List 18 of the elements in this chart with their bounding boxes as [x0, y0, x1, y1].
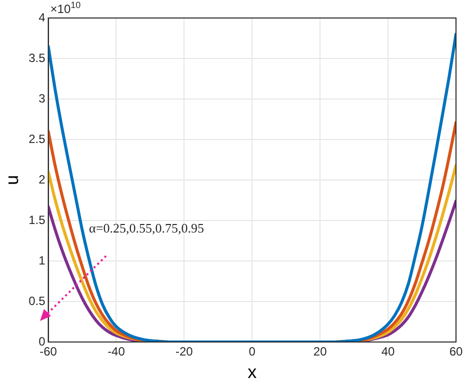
- annotation: α=0.25,0.55,0.75,0.95: [89, 220, 204, 236]
- y-tick-label: 1: [38, 253, 46, 268]
- y-tick-label: 2.5: [28, 132, 46, 146]
- x-axis-title: x: [248, 362, 257, 382]
- y-tick-label: 4: [38, 10, 46, 24]
- x-tick-label: -40: [108, 344, 126, 359]
- x-tick-label: 60: [449, 344, 463, 359]
- line-series: [48, 32, 456, 342]
- x-tick-label: 40: [381, 344, 396, 359]
- x-tick-label: -20: [176, 344, 194, 359]
- y-tick-label: 0.5: [28, 294, 46, 308]
- x-tick-label: 0: [248, 344, 256, 359]
- y-tick-label: 1.5: [28, 212, 46, 227]
- y-axis-title: u: [2, 174, 22, 186]
- y-tick-label: 2: [38, 172, 46, 186]
- y-tick-label: 3.5: [28, 50, 46, 65]
- x-tick-label: 20: [313, 344, 328, 359]
- y-tick-label: 3: [38, 91, 46, 106]
